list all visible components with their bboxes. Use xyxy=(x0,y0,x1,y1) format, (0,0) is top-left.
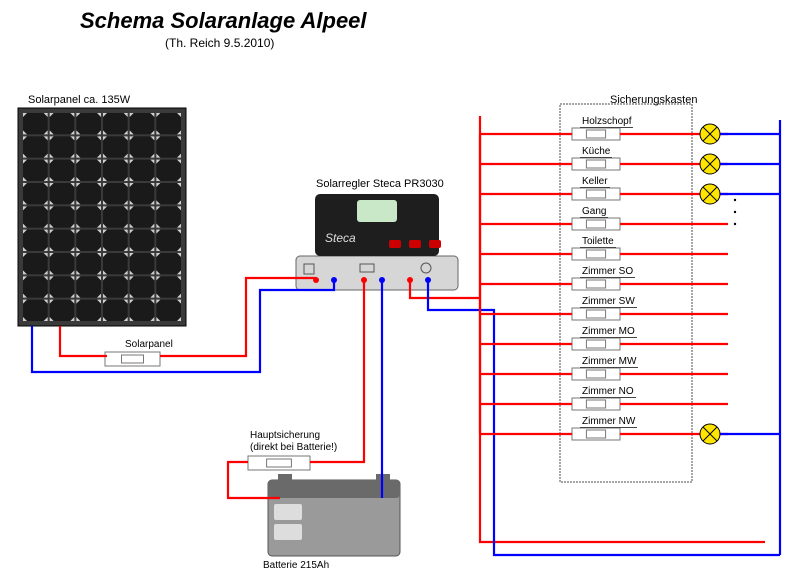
fuse-item-label: Zimmer MO xyxy=(580,326,637,338)
diagram-title: Schema Solaranlage Alpeel xyxy=(80,8,367,34)
fusebox-label: Sicherungskasten xyxy=(610,94,697,106)
fuse-item-label: Zimmer SO xyxy=(580,266,635,278)
fuse-item-label: Toilette xyxy=(580,236,616,248)
diagram-canvas: Steca xyxy=(0,0,806,572)
fuse-item-label: Gang xyxy=(580,206,608,218)
regulator-label: Solarregler Steca PR3030 xyxy=(316,178,444,190)
fuse-item-label: Keller xyxy=(580,176,610,188)
fuse-item-label: Küche xyxy=(580,146,612,158)
fuse-item-label: Holzschopf xyxy=(580,116,633,128)
main-fuse-label-1: Hauptsicherung xyxy=(250,430,320,441)
main-fuse-label-2: (direkt bei Batterie!) xyxy=(250,442,337,453)
panel-fuse-label: Solarpanel xyxy=(125,339,173,350)
diagram-subtitle: (Th. Reich 9.5.2010) xyxy=(165,36,274,50)
fuse-item-label: Zimmer NO xyxy=(580,386,636,398)
fuse-item-label: Zimmer NW xyxy=(580,416,637,428)
panel-label: Solarpanel ca. 135W xyxy=(28,94,130,106)
fuse-item-label: Zimmer SW xyxy=(580,296,637,308)
fuse-item-label: Zimmer MW xyxy=(580,356,638,368)
battery-label: Batterie 215Ah xyxy=(263,560,329,571)
svg-text:Steca: Steca xyxy=(325,231,356,245)
